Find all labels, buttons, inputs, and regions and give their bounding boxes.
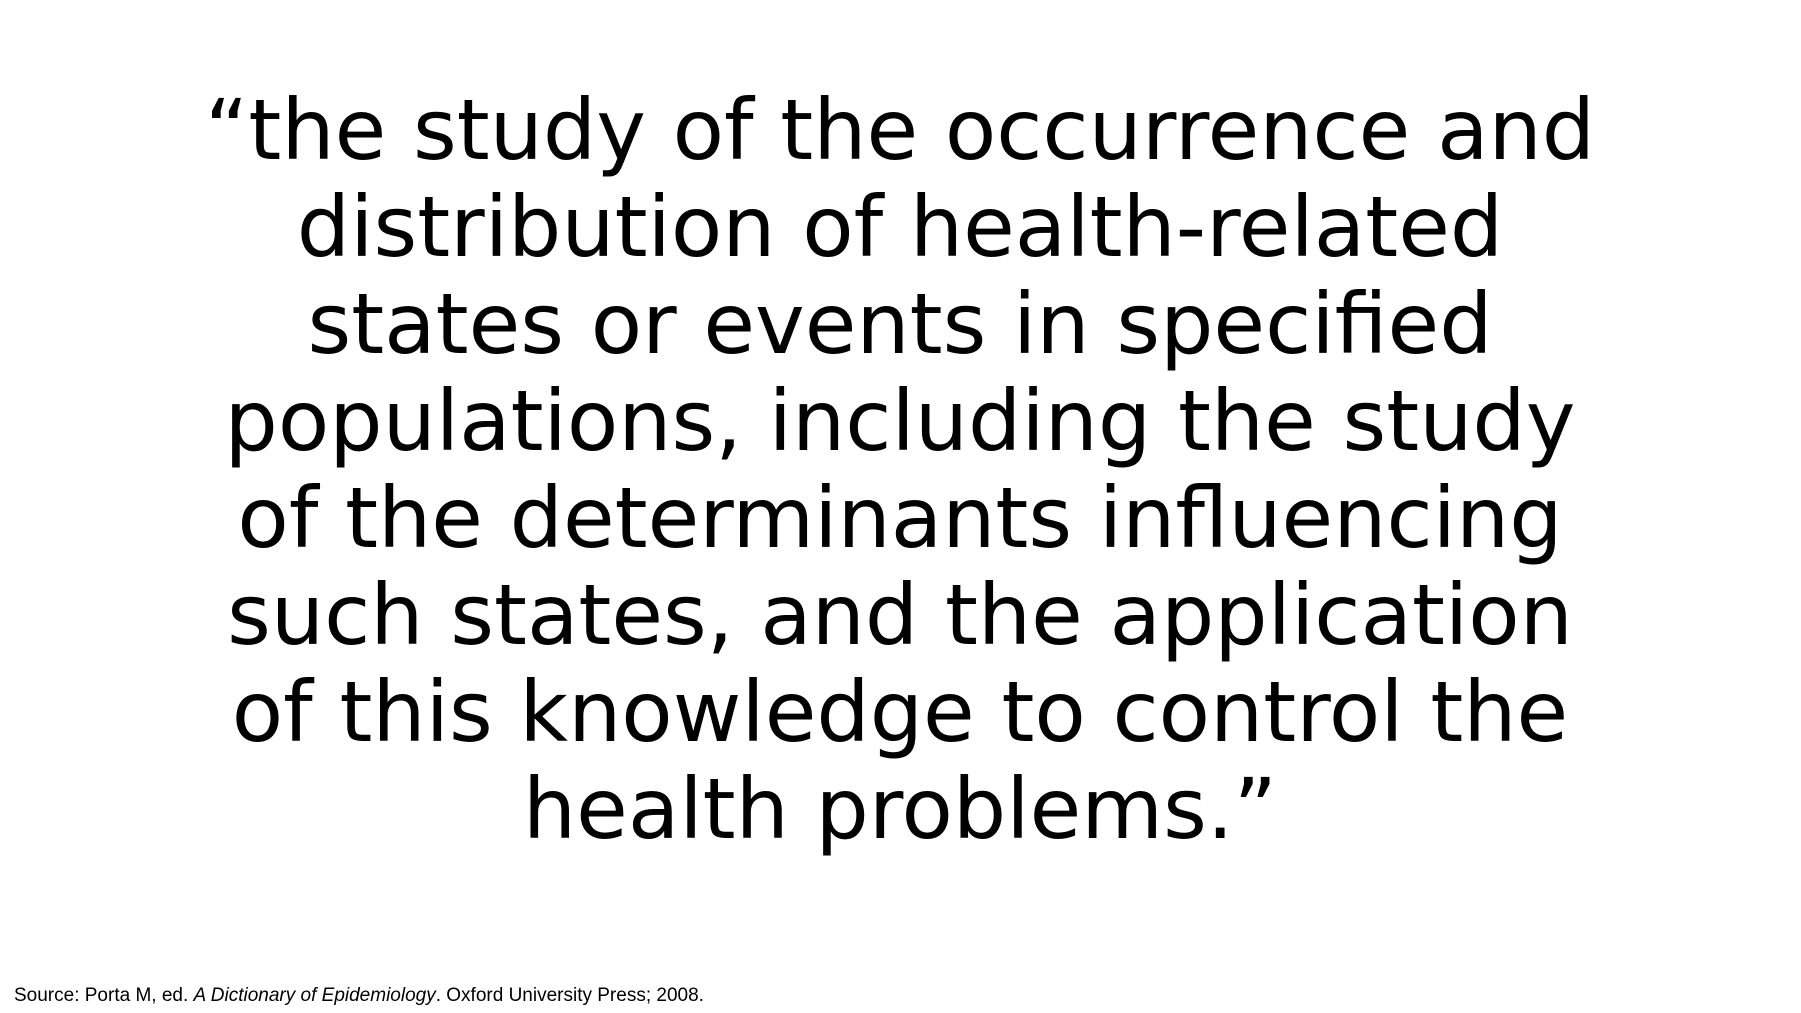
definition-quote: “the study of the occurrence and distrib… [150, 82, 1650, 858]
quote-line: of the determinants influencing [237, 469, 1563, 567]
quote-line: populations, including the study [224, 372, 1576, 470]
source-citation: Source: Porta M, ed. A Dictionary of Epi… [14, 984, 704, 1008]
quote-line: “the study of the occurrence and [204, 81, 1596, 179]
quote-line: distribution of health-related [296, 178, 1504, 276]
quote-line: such states, and the application [227, 566, 1573, 664]
quote-line: health problems.” [522, 760, 1278, 858]
quote-line: of this knowledge to control the [231, 663, 1569, 761]
source-book-title: A Dictionary of Epidemiology [193, 985, 436, 1006]
quote-line: states or events in specified [307, 275, 1493, 373]
source-suffix: . Oxford University Press; 2008. [435, 985, 704, 1006]
source-prefix: Source: Porta M, ed. [14, 985, 194, 1006]
